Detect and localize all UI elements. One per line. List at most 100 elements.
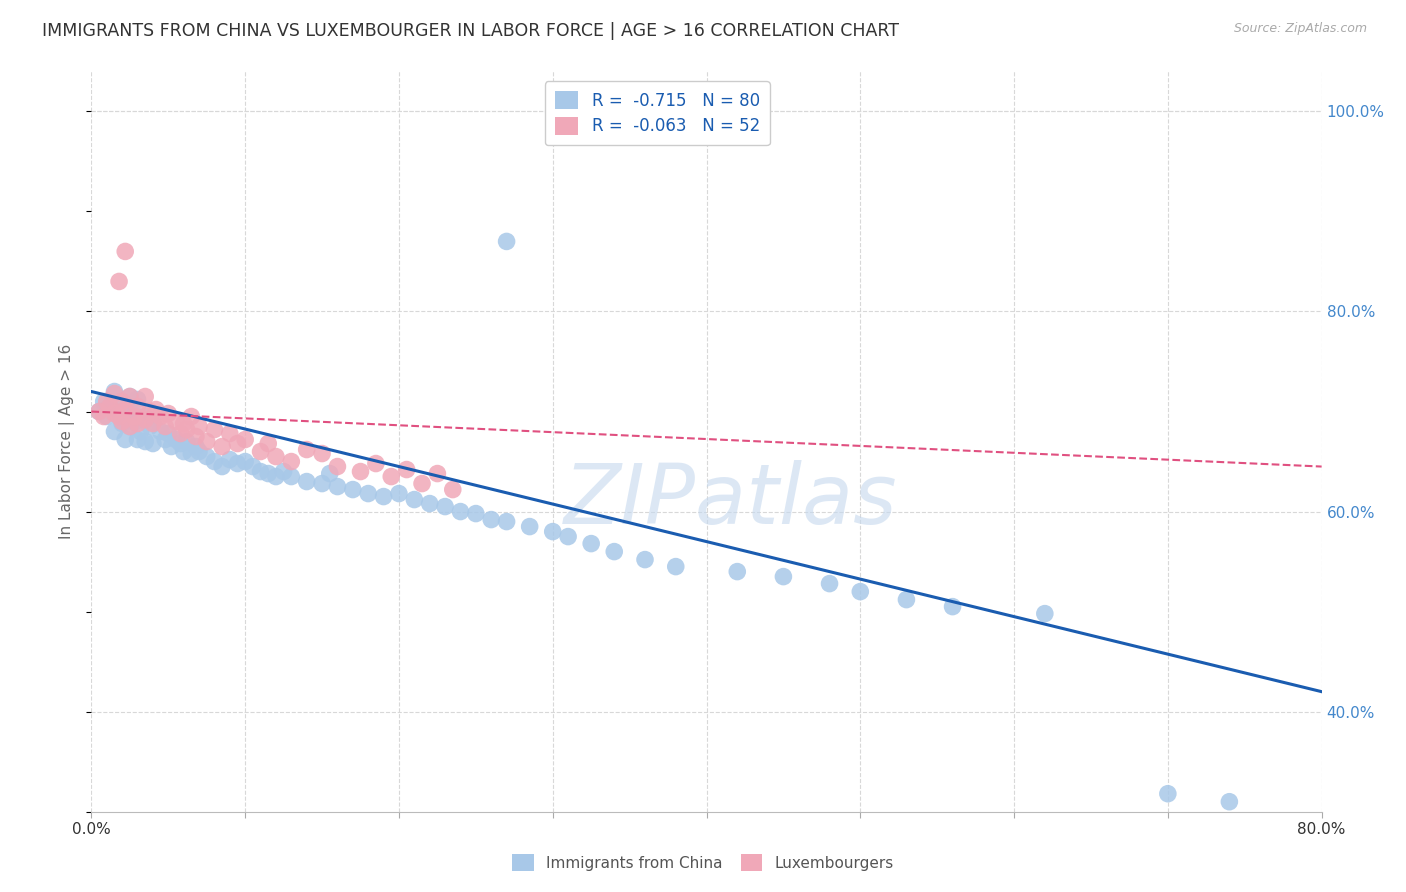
Point	[157, 407, 180, 421]
Point	[87, 404, 110, 418]
Point	[153, 419, 177, 434]
Point	[541, 524, 564, 539]
Point	[118, 390, 141, 404]
Point	[118, 419, 141, 434]
Point	[233, 454, 256, 468]
Point	[103, 386, 125, 401]
Point	[93, 394, 115, 409]
Point	[145, 402, 167, 417]
Point	[311, 476, 333, 491]
Point	[280, 454, 302, 468]
Point	[441, 483, 464, 497]
Point	[849, 584, 872, 599]
Point	[349, 465, 371, 479]
Point	[373, 490, 395, 504]
Point	[603, 544, 626, 558]
Point	[326, 459, 349, 474]
Point	[249, 444, 271, 458]
Point	[464, 507, 486, 521]
Point	[142, 417, 165, 431]
Point	[519, 519, 541, 533]
Point	[114, 433, 136, 447]
Point	[311, 446, 333, 460]
Point	[449, 505, 471, 519]
Point	[495, 235, 517, 249]
Point	[176, 434, 198, 449]
Point	[129, 425, 152, 439]
Point	[226, 436, 249, 450]
Point	[188, 444, 211, 458]
Point	[160, 440, 183, 454]
Point	[242, 459, 264, 474]
Point	[364, 457, 387, 471]
Point	[380, 469, 402, 483]
Point	[103, 425, 125, 439]
Point	[273, 465, 295, 479]
Point	[134, 434, 156, 449]
Point	[87, 404, 110, 418]
Point	[218, 452, 240, 467]
Point	[127, 392, 149, 407]
Point	[114, 244, 136, 259]
Point	[202, 454, 225, 468]
Point	[149, 409, 172, 424]
Point	[557, 530, 579, 544]
Point	[111, 415, 134, 429]
Point	[195, 434, 218, 449]
Point	[169, 436, 191, 450]
Point	[319, 467, 342, 481]
Point	[108, 275, 131, 289]
Text: IMMIGRANTS FROM CHINA VS LUXEMBOURGER IN LABOR FORCE | AGE > 16 CORRELATION CHAR: IMMIGRANTS FROM CHINA VS LUXEMBOURGER IN…	[42, 22, 900, 40]
Point	[165, 415, 187, 429]
Point	[357, 486, 380, 500]
Point	[184, 440, 207, 454]
Point	[295, 475, 318, 489]
Point	[114, 402, 136, 417]
Point	[257, 467, 280, 481]
Point	[896, 592, 918, 607]
Point	[96, 409, 118, 424]
Point	[942, 599, 965, 614]
Y-axis label: In Labor Force | Age > 16: In Labor Force | Age > 16	[59, 344, 76, 539]
Point	[180, 446, 202, 460]
Point	[169, 426, 191, 441]
Point	[118, 390, 141, 404]
Point	[772, 569, 794, 583]
Point	[108, 409, 131, 424]
Point	[1218, 795, 1240, 809]
Point	[108, 409, 131, 424]
Point	[149, 425, 172, 439]
Point	[495, 515, 517, 529]
Point	[818, 576, 841, 591]
Legend: R =  -0.715   N = 80, R =  -0.063   N = 52: R = -0.715 N = 80, R = -0.063 N = 52	[546, 81, 769, 145]
Point	[295, 442, 318, 457]
Point	[725, 565, 748, 579]
Point	[139, 404, 162, 418]
Point	[411, 476, 433, 491]
Point	[134, 409, 156, 424]
Point	[139, 419, 162, 434]
Point	[326, 479, 349, 493]
Point	[93, 409, 115, 424]
Point	[103, 407, 125, 421]
Point	[118, 419, 141, 434]
Point	[395, 462, 418, 476]
Point	[111, 404, 134, 418]
Point	[634, 552, 657, 566]
Point	[211, 459, 233, 474]
Point	[157, 426, 180, 441]
Point	[180, 409, 202, 424]
Point	[426, 467, 449, 481]
Point	[388, 486, 411, 500]
Point	[184, 429, 207, 443]
Point	[111, 394, 134, 409]
Point	[264, 469, 287, 483]
Point	[233, 433, 256, 447]
Point	[404, 492, 426, 507]
Point	[226, 457, 249, 471]
Point	[114, 409, 136, 424]
Point	[118, 404, 141, 418]
Point	[257, 436, 280, 450]
Point	[202, 423, 225, 437]
Point	[134, 412, 156, 426]
